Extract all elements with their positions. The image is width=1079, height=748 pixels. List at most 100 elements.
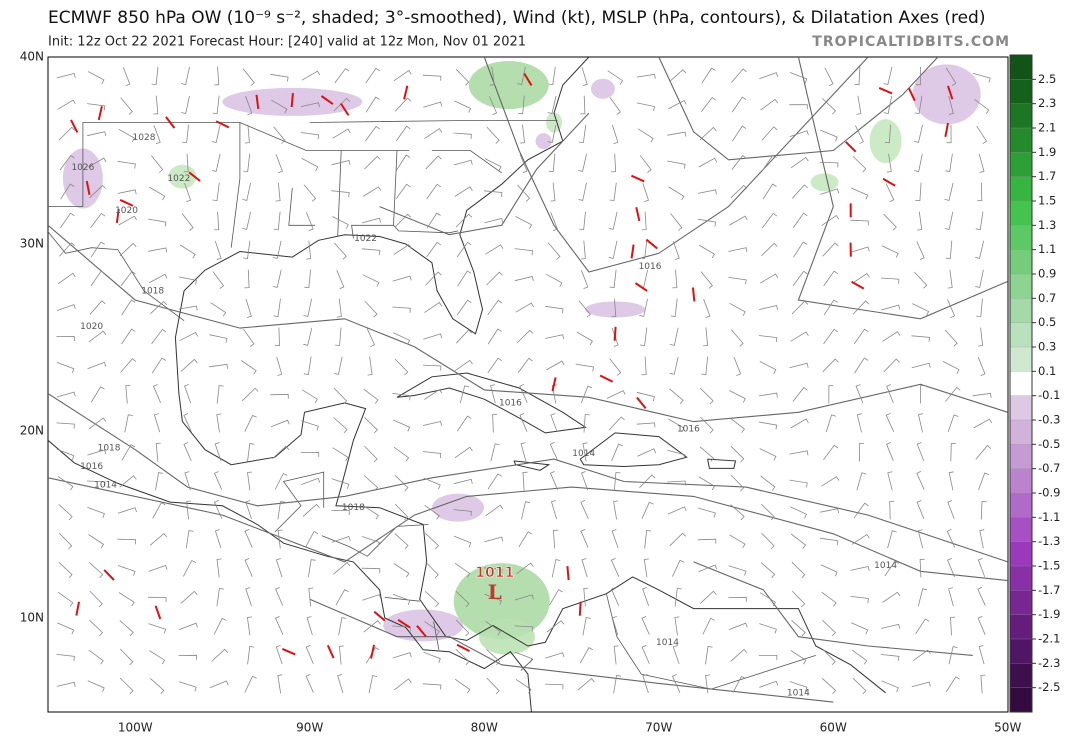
wind-barb — [454, 100, 472, 113]
wind-barb — [308, 587, 314, 607]
wind-barb — [364, 155, 381, 170]
wind-barb — [978, 153, 985, 173]
contour-label: 1022 — [167, 174, 190, 184]
dilatation-axis — [373, 610, 386, 622]
wind-barb — [119, 620, 134, 636]
wind-barb — [609, 358, 622, 376]
wind-barb — [58, 562, 73, 579]
colorbar-cell — [1009, 346, 1033, 372]
wind-barb — [549, 471, 558, 490]
wind-barb — [209, 334, 228, 343]
wind-barb — [580, 471, 589, 491]
colorbar-label: -0.5 — [1038, 437, 1060, 451]
wind-barb — [121, 299, 136, 316]
lon-label: 90W — [296, 721, 323, 735]
wind-barb — [334, 356, 343, 375]
wind-barb — [880, 654, 900, 661]
wind-barb — [118, 215, 137, 226]
wind-barb — [363, 505, 379, 520]
wind-barb — [978, 327, 984, 347]
wind-barb — [973, 418, 993, 429]
wind-barb — [919, 558, 925, 578]
wind-barb — [916, 66, 921, 86]
wind-barb — [301, 158, 319, 172]
wind-barb — [668, 186, 685, 201]
wind-barb — [670, 298, 678, 317]
wind-barb — [57, 622, 75, 635]
wind-barb — [823, 444, 839, 460]
wind-barb — [881, 680, 899, 693]
wind-barb — [613, 675, 622, 694]
wind-barb — [455, 213, 473, 228]
wind-barb — [730, 184, 748, 199]
wind-barb — [790, 506, 808, 519]
wind-barb — [731, 329, 744, 347]
contour-label: 1014 — [572, 449, 595, 459]
wind-barb — [424, 504, 440, 520]
wind-barb — [455, 649, 470, 666]
wind-barb — [90, 386, 105, 403]
wind-barb — [697, 507, 716, 518]
wind-barb — [613, 645, 619, 665]
wind-barb — [119, 242, 137, 257]
wind-barb — [730, 648, 748, 662]
wind-barb — [58, 532, 73, 550]
wind-barb — [728, 277, 747, 285]
contour-label: 1014 — [656, 638, 679, 648]
wind-barb — [272, 269, 282, 288]
wind-barb — [613, 500, 619, 520]
wind-barb — [490, 384, 496, 404]
ow-shading — [453, 563, 550, 640]
wind-barb — [546, 273, 563, 287]
wind-barb — [394, 213, 412, 228]
wind-barb — [975, 445, 992, 460]
wind-barb — [916, 241, 925, 260]
dilatation-axis — [326, 644, 335, 659]
dilatation-axis — [691, 287, 696, 302]
colorbar-cell — [1009, 614, 1033, 640]
wind-barb — [758, 655, 778, 660]
dilatation-axis — [70, 119, 79, 133]
wind-barb — [516, 329, 534, 344]
wind-barb — [186, 500, 192, 520]
wind-barb — [395, 183, 411, 200]
dilatation-axis — [523, 72, 533, 86]
wind-barb — [978, 645, 985, 665]
dilatation-axis — [635, 207, 641, 222]
wind-barb — [667, 449, 686, 460]
wind-barb — [551, 559, 561, 578]
wind-barb — [89, 300, 106, 315]
wind-barb — [611, 327, 619, 347]
wind-barb — [423, 651, 441, 663]
wind-barb — [729, 534, 746, 549]
wind-barb — [514, 594, 534, 601]
wind-barb — [611, 616, 619, 636]
dilatation-axis — [845, 141, 857, 153]
wind-barb — [608, 416, 625, 431]
wind-barb — [148, 623, 167, 634]
wind-barb — [86, 480, 106, 487]
colorbar-label: 1.9 — [1038, 145, 1056, 159]
wind-barb — [761, 242, 778, 257]
dilatation-axis — [882, 177, 896, 187]
colorbar-label: -1.9 — [1038, 607, 1060, 621]
wind-barb — [914, 271, 928, 289]
dilatation-axis — [566, 566, 570, 581]
wind-barb — [422, 74, 442, 81]
wind-barb — [881, 623, 901, 629]
colorbar-cell — [1009, 419, 1033, 445]
wind-barb — [148, 596, 167, 602]
wind-barb — [759, 623, 777, 634]
wind-barb — [728, 247, 748, 253]
wind-barb — [425, 155, 442, 170]
wind-barb — [698, 476, 716, 491]
dilatation-axis — [97, 106, 103, 121]
wind-barb — [454, 678, 471, 694]
wind-barb — [917, 529, 924, 549]
title: ECMWF 850 hPa OW (10⁻⁹ s⁻², shaded; 3°-s… — [48, 8, 985, 28]
wind-barb — [911, 681, 931, 688]
wind-barb — [183, 153, 189, 173]
wind-barb — [241, 387, 259, 402]
border — [288, 187, 315, 226]
wind-barb — [426, 241, 442, 258]
